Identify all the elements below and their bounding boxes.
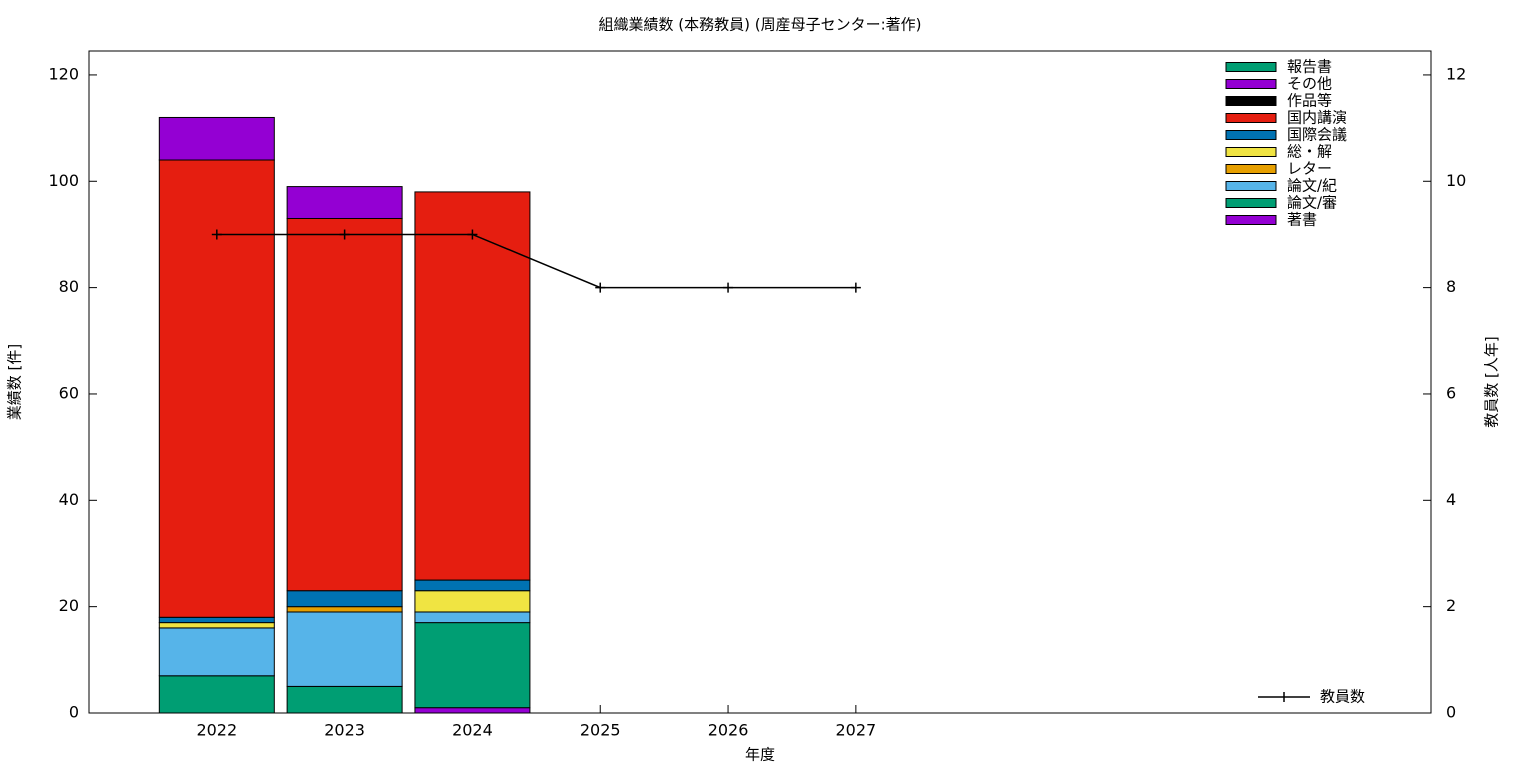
legend-swatch bbox=[1225, 147, 1277, 157]
legend-label: 国際会議 bbox=[1287, 126, 1347, 144]
legend-swatch bbox=[1225, 79, 1277, 89]
chart-title: 組織業績数 (本務教員) (周産母子センター:著作) bbox=[598, 16, 921, 34]
y-tick-label: 0 bbox=[69, 703, 79, 722]
y-tick-label: 80 bbox=[59, 277, 79, 296]
bar-segment bbox=[158, 116, 275, 161]
legend-swatch bbox=[1225, 164, 1277, 174]
y2-tick-label: 4 bbox=[1446, 490, 1456, 509]
line bbox=[216, 233, 856, 289]
y2-tick-label: 10 bbox=[1446, 171, 1466, 190]
x-tick-label: 2026 bbox=[708, 721, 749, 740]
x-axis-label: 年度 bbox=[745, 746, 775, 764]
legend-swatch bbox=[1225, 96, 1277, 106]
line-point bbox=[211, 229, 222, 240]
bar-segment bbox=[286, 217, 403, 592]
line-point bbox=[850, 282, 861, 293]
legend-swatch bbox=[1225, 215, 1277, 225]
bar-segment bbox=[286, 590, 403, 608]
legend-label: 報告書 bbox=[1287, 58, 1332, 76]
bar-segment bbox=[158, 675, 275, 714]
y-tick-label: 20 bbox=[59, 596, 79, 615]
line-point bbox=[723, 282, 734, 293]
line-point bbox=[467, 229, 478, 240]
bar-segment bbox=[158, 627, 275, 677]
legend-label: 論文/審 bbox=[1287, 194, 1337, 212]
legend-swatch bbox=[1225, 62, 1277, 72]
x-tick-label: 2022 bbox=[196, 721, 237, 740]
legend-swatch bbox=[1225, 181, 1277, 191]
legend-label: 著書 bbox=[1287, 211, 1317, 229]
bar-segment bbox=[414, 611, 531, 624]
y2-tick-label: 2 bbox=[1446, 596, 1456, 615]
y-tick-label: 100 bbox=[48, 171, 79, 190]
y-tick-label: 60 bbox=[59, 383, 79, 402]
y2-axis-label: 教員数 [人年] bbox=[1483, 336, 1501, 427]
y2-tick-label: 12 bbox=[1446, 64, 1466, 83]
legend-label: 論文/紀 bbox=[1287, 177, 1337, 195]
bar-segment bbox=[286, 611, 403, 687]
bar-segment bbox=[286, 606, 403, 613]
legend-swatch bbox=[1225, 113, 1277, 123]
legend-label: その他 bbox=[1287, 75, 1332, 93]
y-tick-label: 40 bbox=[59, 490, 79, 509]
legend-label: 総・解 bbox=[1287, 143, 1332, 161]
bar-segment bbox=[158, 616, 275, 624]
bar-segment bbox=[414, 590, 531, 613]
legend-label: 作品等 bbox=[1287, 92, 1332, 110]
x-tick-label: 2027 bbox=[835, 721, 876, 740]
legend-label: レター bbox=[1287, 160, 1332, 178]
x-tick-label: 2025 bbox=[580, 721, 621, 740]
bar-segment bbox=[286, 685, 403, 714]
legend-swatch bbox=[1225, 198, 1277, 208]
x-tick-label: 2024 bbox=[452, 721, 493, 740]
legend-label: 国内講演 bbox=[1287, 109, 1347, 127]
bar-segment bbox=[414, 191, 531, 581]
y2-tick-label: 0 bbox=[1446, 703, 1456, 722]
line-point bbox=[595, 282, 606, 293]
bar-segment bbox=[158, 622, 275, 629]
line-point bbox=[339, 229, 350, 240]
bar-segment bbox=[414, 707, 531, 714]
y-axis-label: 業績数 [件] bbox=[6, 344, 24, 420]
bar-segment bbox=[414, 622, 531, 709]
y-tick-label: 120 bbox=[48, 64, 79, 83]
legend-label: 教員数 bbox=[1320, 688, 1365, 706]
plot-frame bbox=[88, 50, 1432, 714]
x-tick-label: 2023 bbox=[324, 721, 365, 740]
bar-segment bbox=[414, 579, 531, 592]
y2-tick-label: 8 bbox=[1446, 277, 1456, 296]
legend-line bbox=[1258, 692, 1310, 702]
bar-segment bbox=[158, 159, 275, 618]
bar-segment bbox=[286, 186, 403, 219]
legend-swatch bbox=[1225, 130, 1277, 140]
y2-tick-label: 6 bbox=[1446, 383, 1456, 402]
